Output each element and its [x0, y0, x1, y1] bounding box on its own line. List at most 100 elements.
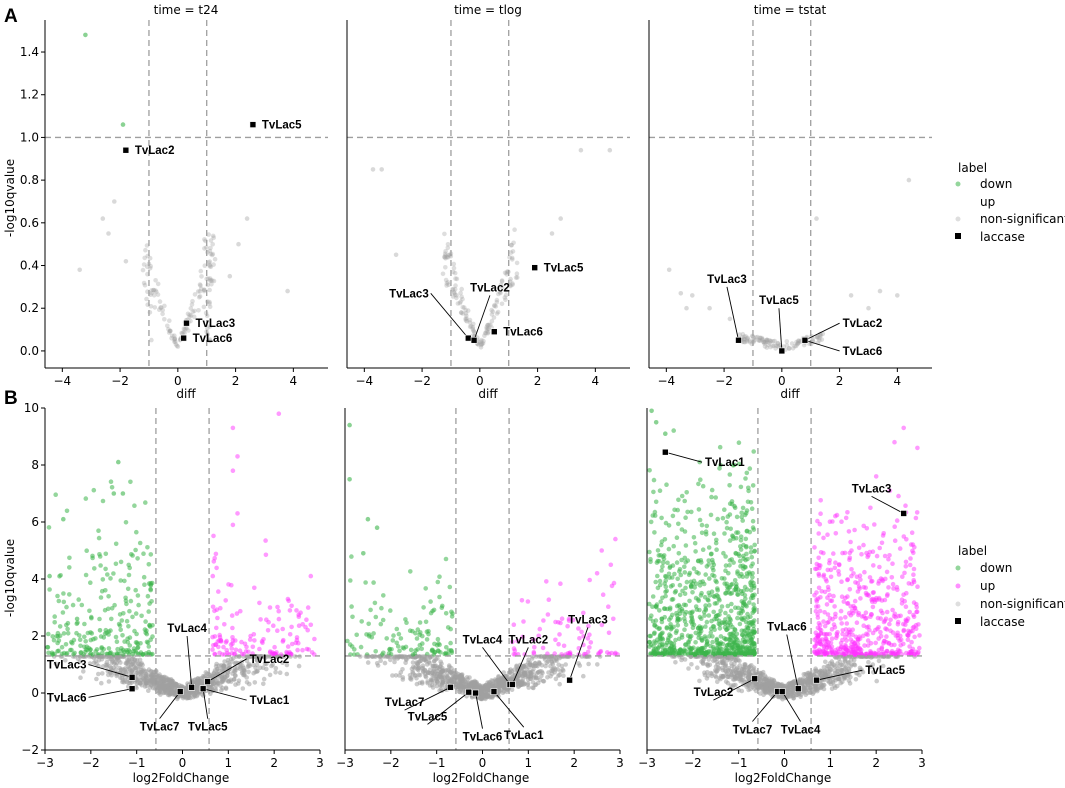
down-point: [695, 646, 701, 651]
down-point: [442, 651, 447, 657]
nonsig-point: [188, 313, 194, 318]
down-point: [707, 576, 712, 581]
down-point: [83, 647, 89, 652]
nonsig-point: [720, 673, 726, 679]
up-point: [305, 605, 311, 610]
y-tick-label: −2: [21, 743, 39, 757]
nonsig-point: [450, 676, 455, 681]
nonsig-point: [156, 690, 162, 696]
nonsig-point: [767, 338, 772, 343]
up-point: [608, 562, 614, 568]
callout-line: [482, 647, 511, 685]
up-point: [275, 604, 280, 610]
down-point: [123, 520, 129, 525]
up-point: [886, 585, 891, 590]
up-point: [228, 642, 234, 647]
down-point: [723, 554, 728, 559]
down-point: [660, 648, 666, 654]
down-point: [732, 505, 738, 511]
nonsig-point: [451, 261, 457, 267]
nonsig-point: [770, 339, 776, 344]
nonsig-point: [173, 682, 179, 687]
nonsig-point: [252, 680, 258, 685]
down-point: [660, 595, 665, 601]
down-point: [745, 499, 751, 505]
nonsig-point: [430, 663, 436, 669]
down-point: [679, 557, 684, 563]
nonsig-point: [216, 675, 221, 681]
down-point: [697, 517, 703, 523]
nonsig-point: [202, 246, 207, 251]
nonsig-point: [296, 663, 302, 669]
up-point: [272, 644, 277, 650]
down-point: [349, 604, 354, 609]
nonsig-point: [454, 293, 459, 298]
nonsig-point: [489, 307, 494, 313]
nonsig-point: [172, 333, 177, 339]
down-point: [666, 523, 672, 528]
down-point: [140, 652, 145, 657]
down-point: [428, 599, 433, 604]
nonsig-point: [211, 235, 216, 240]
down-point: [67, 565, 72, 570]
nonsig-point: [449, 665, 454, 671]
nonsig-point: [499, 676, 505, 682]
nonsig-point: [678, 291, 684, 296]
nonsig-point: [786, 346, 792, 351]
down-point: [749, 554, 755, 560]
down-point: [677, 582, 683, 588]
down-point: [78, 650, 84, 655]
nonsig-point: [785, 685, 791, 690]
subplot-a-t24: time = t24 diff -log10qvalue −4 −2 0 2 40.00…: [3, 3, 328, 401]
down-point: [88, 580, 93, 585]
up-point: [558, 581, 563, 586]
down-point: [708, 643, 713, 649]
down-point: [751, 527, 757, 532]
nonsig-point: [273, 670, 278, 675]
down-point: [657, 488, 663, 494]
down-point: [384, 636, 390, 641]
nonsig-point: [763, 682, 769, 688]
down-point: [120, 491, 126, 496]
nonsig-point: [496, 291, 501, 297]
nonsig-point: [495, 677, 501, 683]
up-point: [613, 536, 618, 542]
down-point: [109, 485, 115, 490]
y-tick-label: 1.0: [20, 130, 39, 144]
down-point: [740, 563, 746, 569]
down-point: [113, 634, 119, 640]
nonsig-point: [689, 662, 694, 667]
up-point: [308, 622, 314, 628]
nonsig-point: [750, 668, 756, 674]
nonsig-point: [77, 659, 83, 664]
down-point: [709, 494, 714, 500]
down-point: [448, 640, 453, 646]
nonsig-point: [745, 336, 750, 342]
nonsig-point: [507, 669, 513, 675]
down-point: [724, 519, 729, 525]
down-point: [133, 547, 138, 553]
nonsig-point: [484, 326, 490, 332]
nonsig-point: [492, 303, 497, 308]
nonsig-point: [422, 657, 428, 662]
nonsig-point: [467, 317, 473, 323]
down-point: [378, 621, 384, 627]
nonsig-point: [771, 684, 777, 690]
down-point: [710, 634, 715, 639]
down-point: [368, 607, 373, 613]
nonsig-point: [443, 249, 448, 254]
up-point: [540, 645, 546, 651]
down-point: [653, 499, 659, 505]
down-point: [398, 636, 404, 641]
down-point: [649, 613, 654, 618]
up-point: [848, 539, 853, 545]
down-point: [713, 495, 718, 500]
down-point: [706, 598, 711, 603]
nonsig-point: [536, 669, 541, 675]
down-point: [676, 551, 682, 556]
down-point: [113, 541, 119, 547]
nonsig-point: [277, 670, 283, 675]
down-point: [138, 641, 143, 646]
down-point: [651, 631, 657, 636]
